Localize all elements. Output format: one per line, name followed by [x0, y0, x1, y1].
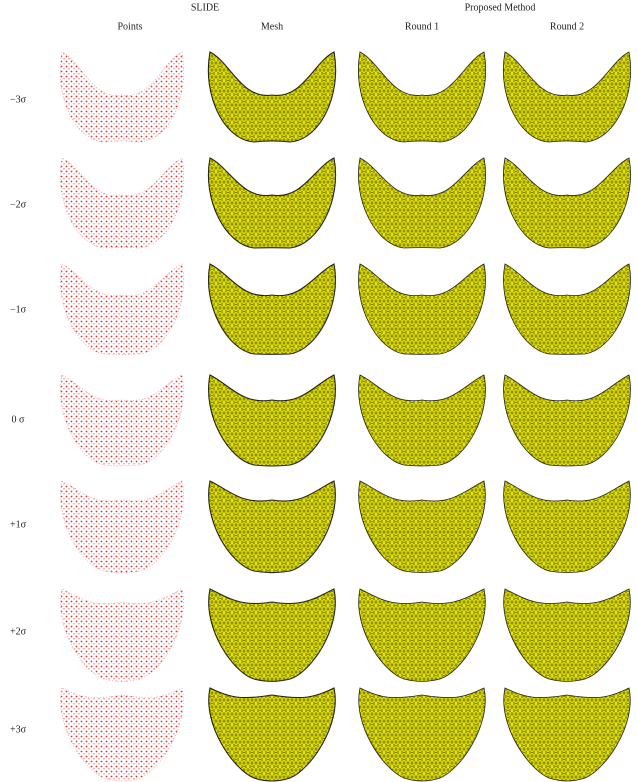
column-label: Round 2: [550, 21, 584, 32]
point-cloud: [61, 688, 184, 781]
mesh-surface: [358, 52, 485, 142]
point-cloud: [60, 158, 183, 248]
shape-grid: [60, 52, 630, 781]
mesh-surface: [209, 481, 336, 573]
mesh-surface: [208, 264, 335, 354]
row-label: +2σ: [10, 626, 27, 637]
point-cloud: [60, 375, 183, 466]
figure: SLIDE Proposed Method Points Mesh Round 1 R…: [0, 0, 637, 782]
mesh-surface: [504, 481, 631, 573]
group-label: Proposed Method: [465, 2, 536, 13]
column-label: Mesh: [261, 21, 283, 32]
mesh-surface: [208, 158, 335, 248]
mesh-surface: [504, 589, 631, 681]
column-label: Points: [117, 21, 142, 32]
mesh-surface: [504, 688, 631, 781]
mesh-surface: [503, 264, 630, 354]
point-cloud: [61, 589, 184, 681]
mesh-surface: [209, 589, 336, 681]
mesh-surface: [503, 52, 630, 142]
row-label: +1σ: [10, 519, 27, 530]
mesh-surface: [208, 52, 335, 142]
mesh-surface: [358, 264, 485, 354]
row-label: −1σ: [10, 304, 27, 315]
mesh-surface: [358, 158, 485, 248]
mesh-surface: [359, 589, 486, 681]
group-label: SLIDE: [191, 2, 219, 13]
mesh-surface: [209, 688, 336, 781]
mesh-surface: [503, 158, 630, 248]
row-label: +3σ: [10, 724, 27, 735]
mesh-surface: [359, 375, 486, 466]
point-cloud: [60, 52, 184, 142]
column-label: Round 1: [405, 21, 439, 32]
row-label: 0 σ: [12, 414, 26, 425]
point-cloud: [60, 264, 183, 354]
row-label: −3σ: [10, 94, 27, 105]
mesh-surface: [504, 375, 631, 466]
mesh-surface: [359, 481, 486, 573]
point-cloud: [61, 481, 184, 573]
row-label: −2σ: [10, 199, 27, 210]
mesh-surface: [359, 688, 486, 781]
mesh-surface: [209, 375, 336, 466]
